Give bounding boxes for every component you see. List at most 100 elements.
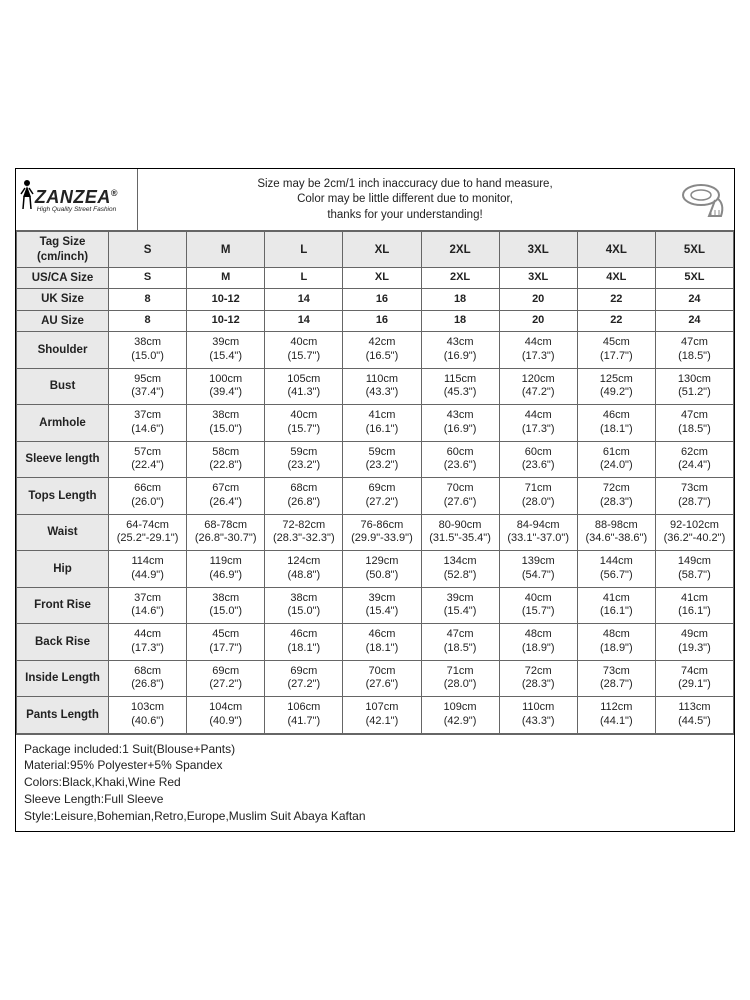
measure-cell: 44cm(17.3") xyxy=(499,405,577,442)
row-header: Tops Length xyxy=(17,478,109,515)
size-cell: 10-12 xyxy=(187,310,265,331)
size-cell: 20 xyxy=(499,310,577,331)
table-row: Hip114cm(44.9")119cm(46.9")124cm(48.8")1… xyxy=(17,551,734,588)
measure-cell: 80-90cm(31.5"-35.4") xyxy=(421,514,499,551)
size-cell: 4XL xyxy=(577,268,655,289)
measure-cell: 74cm(29.1") xyxy=(655,660,733,697)
size-cell: 14 xyxy=(265,289,343,310)
measure-cell: 134cm(52.8") xyxy=(421,551,499,588)
size-cell: 22 xyxy=(577,310,655,331)
measure-cell: 110cm(43.3") xyxy=(343,368,421,405)
measure-cell: 149cm(58.7") xyxy=(655,551,733,588)
row-header: Shoulder xyxy=(17,332,109,369)
measure-cell: 106cm(41.7") xyxy=(265,697,343,734)
measure-cell: 49cm(19.3") xyxy=(655,624,733,661)
measure-cell: 46cm(18.1") xyxy=(343,624,421,661)
measure-cell: 144cm(56.7") xyxy=(577,551,655,588)
measure-cell: 68-78cm(26.8"-30.7") xyxy=(187,514,265,551)
measure-cell: 76-86cm(29.9"-33.9") xyxy=(343,514,421,551)
table-row: Tops Length66cm(26.0")67cm(26.4")68cm(26… xyxy=(17,478,734,515)
size-cell: 20 xyxy=(499,289,577,310)
measure-cell: 66cm(26.0") xyxy=(109,478,187,515)
measure-cell: 103cm(40.6") xyxy=(109,697,187,734)
size-cell: L xyxy=(265,268,343,289)
measure-cell: 124cm(48.8") xyxy=(265,551,343,588)
measure-cell: 58cm(22.8") xyxy=(187,441,265,478)
measure-cell: 64-74cm(25.2"-29.1") xyxy=(109,514,187,551)
size-cell: S xyxy=(109,232,187,268)
table-row: Waist64-74cm(25.2"-29.1")68-78cm(26.8"-3… xyxy=(17,514,734,551)
measure-cell: 69cm(27.2") xyxy=(265,660,343,697)
measure-cell: 48cm(18.9") xyxy=(577,624,655,661)
figure-icon xyxy=(20,179,34,219)
measure-cell: 40cm(15.7") xyxy=(265,405,343,442)
size-cell: L xyxy=(265,232,343,268)
table-row: Bust95cm(37.4")100cm(39.4")105cm(41.3")1… xyxy=(17,368,734,405)
measure-cell: 115cm(45.3") xyxy=(421,368,499,405)
measure-cell: 43cm(16.9") xyxy=(421,405,499,442)
row-header: US/CA Size xyxy=(17,268,109,289)
size-cell: M xyxy=(187,268,265,289)
table-row: US/CA SizeSMLXL2XL3XL4XL5XL xyxy=(17,268,734,289)
size-cell: 22 xyxy=(577,289,655,310)
measure-cell: 130cm(51.2") xyxy=(655,368,733,405)
measure-cell: 46cm(18.1") xyxy=(577,405,655,442)
measuring-tape-icon xyxy=(679,180,727,220)
measure-cell: 84-94cm(33.1"-37.0") xyxy=(499,514,577,551)
row-header: Pants Length xyxy=(17,697,109,734)
brand-name: ZANZEA® xyxy=(35,187,118,208)
table-row: Shoulder38cm(15.0")39cm(15.4")40cm(15.7"… xyxy=(17,332,734,369)
measure-cell: 112cm(44.1") xyxy=(577,697,655,734)
size-cell: 2XL xyxy=(421,268,499,289)
measure-cell: 129cm(50.8") xyxy=(343,551,421,588)
row-header: Sleeve length xyxy=(17,441,109,478)
size-chart: ZANZEA® High Quality Street Fashion Size… xyxy=(15,168,735,831)
brand-logo-cell: ZANZEA® High Quality Street Fashion xyxy=(16,169,138,230)
measure-cell: 72cm(28.3") xyxy=(577,478,655,515)
size-cell: XL xyxy=(343,268,421,289)
measure-cell: 107cm(42.1") xyxy=(343,697,421,734)
row-header: Hip xyxy=(17,551,109,588)
measure-cell: 68cm(26.8") xyxy=(109,660,187,697)
row-header: Armhole xyxy=(17,405,109,442)
measure-cell: 120cm(47.2") xyxy=(499,368,577,405)
row-header: AU Size xyxy=(17,310,109,331)
size-cell: 24 xyxy=(655,289,733,310)
measure-cell: 38cm(15.0") xyxy=(187,587,265,624)
measure-cell: 39cm(15.4") xyxy=(343,587,421,624)
measure-cell: 42cm(16.5") xyxy=(343,332,421,369)
detail-line: Material:95% Polyester+5% Spandex xyxy=(24,757,726,774)
table-row: Back Rise44cm(17.3")45cm(17.7")46cm(18.1… xyxy=(17,624,734,661)
measure-cell: 47cm(18.5") xyxy=(655,332,733,369)
size-cell: 4XL xyxy=(577,232,655,268)
size-cell: S xyxy=(109,268,187,289)
measure-cell: 40cm(15.7") xyxy=(499,587,577,624)
size-cell: 14 xyxy=(265,310,343,331)
size-cell: 10-12 xyxy=(187,289,265,310)
size-cell: 3XL xyxy=(499,232,577,268)
size-cell: 5XL xyxy=(655,232,733,268)
measure-cell: 62cm(24.4") xyxy=(655,441,733,478)
measure-cell: 38cm(15.0") xyxy=(265,587,343,624)
measure-cell: 119cm(46.9") xyxy=(187,551,265,588)
measure-cell: 38cm(15.0") xyxy=(109,332,187,369)
tape-icon-cell xyxy=(672,169,734,230)
measure-cell: 69cm(27.2") xyxy=(343,478,421,515)
table-row: Armhole37cm(14.6")38cm(15.0")40cm(15.7")… xyxy=(17,405,734,442)
table-row: AU Size810-12141618202224 xyxy=(17,310,734,331)
table-row: UK Size810-12141618202224 xyxy=(17,289,734,310)
measure-cell: 41cm(16.1") xyxy=(343,405,421,442)
measure-cell: 38cm(15.0") xyxy=(187,405,265,442)
measure-cell: 104cm(40.9") xyxy=(187,697,265,734)
table-row: Sleeve length57cm(22.4")58cm(22.8")59cm(… xyxy=(17,441,734,478)
measure-cell: 70cm(27.6") xyxy=(343,660,421,697)
measure-cell: 113cm(44.5") xyxy=(655,697,733,734)
size-cell: 18 xyxy=(421,310,499,331)
measure-cell: 125cm(49.2") xyxy=(577,368,655,405)
measure-cell: 47cm(18.5") xyxy=(421,624,499,661)
measure-cell: 114cm(44.9") xyxy=(109,551,187,588)
measure-cell: 40cm(15.7") xyxy=(265,332,343,369)
row-header: Inside Length xyxy=(17,660,109,697)
measure-cell: 57cm(22.4") xyxy=(109,441,187,478)
measure-cell: 71cm(28.0") xyxy=(421,660,499,697)
